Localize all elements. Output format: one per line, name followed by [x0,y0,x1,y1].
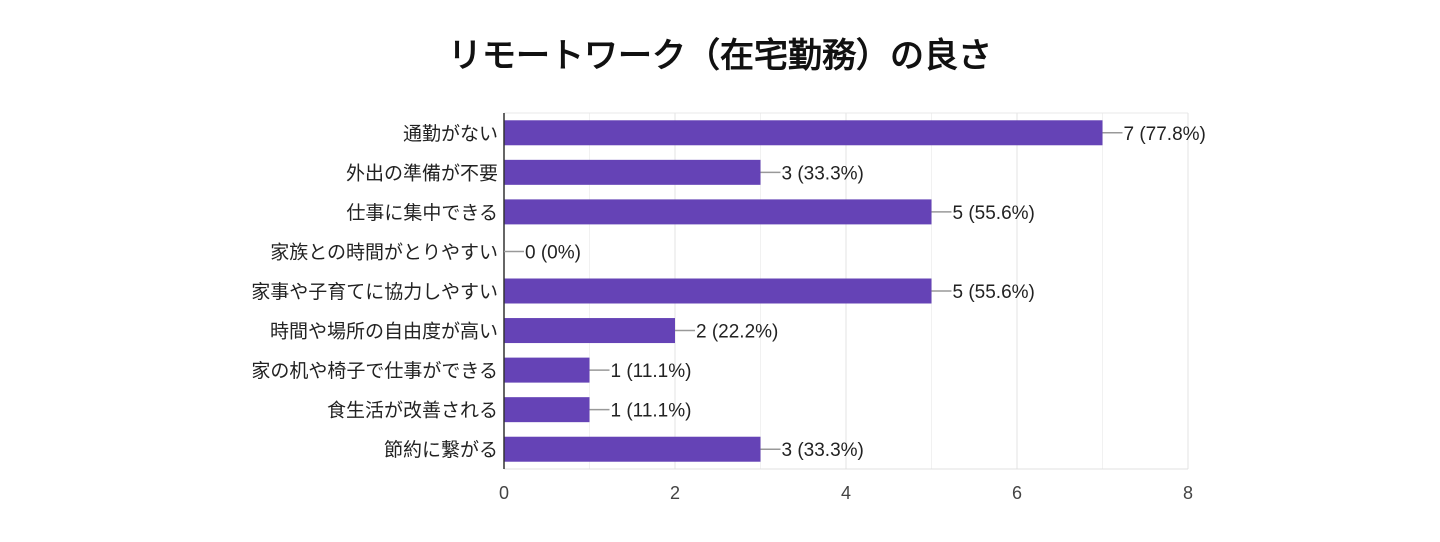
bar [504,436,761,462]
data-label: 3 (33.3%) [782,440,864,461]
bar [504,397,590,423]
x-tick-label: 8 [1183,483,1193,503]
data-label: 2 (22.2%) [696,322,778,343]
bars [504,120,1103,462]
bar [504,120,1103,146]
data-label: 5 (55.6%) [953,203,1035,224]
category-label: 節約に繋がる [384,439,498,461]
labels: 通勤がない 7 (77.8%) 外出の準備が不要 3 (33.3%) 仕事に集中できる 5… [251,123,1206,461]
x-tick-label: 2 [670,483,680,503]
category-label: 家族との時間がとりやすい [270,241,498,263]
bar [504,357,590,383]
data-label: 5 (55.6%) [953,282,1035,303]
category-label: 家事や子育てに協力しやすい [251,281,498,303]
category-label: 食生活が改善される [327,400,498,422]
data-label: 1 (11.1%) [611,361,692,382]
category-label: 時間や場所の自由度が高い [270,321,498,343]
bar [504,159,761,185]
data-label: 3 (33.3%) [782,163,864,184]
axes: 0 2 4 6 8 [499,113,1193,503]
chart-title: リモートワーク（在宅勤務）の良さ [448,36,992,76]
data-label: 0 (0%) [525,242,581,263]
category-label: 通勤がない [403,123,498,145]
bar [504,278,932,304]
category-label: 家の机や椅子で仕事ができる [251,360,498,382]
bar [504,318,675,344]
x-tick-label: 4 [841,483,851,503]
category-label: 外出の準備が不要 [346,162,498,184]
x-tick-label: 6 [1012,483,1022,503]
bar [504,199,932,225]
x-tick-label: 0 [499,483,509,503]
data-label: 7 (77.8%) [1124,124,1206,145]
data-label: 1 (11.1%) [611,401,692,422]
category-label: 仕事に集中できる [346,202,498,224]
